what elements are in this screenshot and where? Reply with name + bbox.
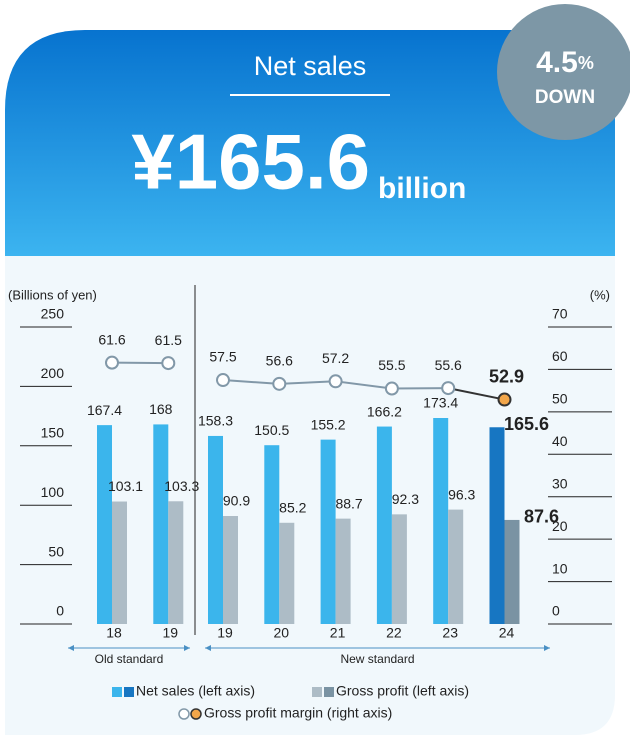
y-tick-label: 100	[41, 484, 65, 500]
legend-label: Gross profit (left axis)	[336, 683, 469, 699]
bar	[335, 518, 351, 624]
y-tick-label: 200	[41, 365, 65, 381]
x-tick-label: 20	[274, 625, 290, 641]
margin-label: 61.6	[98, 331, 125, 347]
y2-tick-label: 30	[552, 475, 568, 491]
x-tick-label: 19	[163, 625, 179, 641]
margin-label: 55.6	[435, 357, 462, 373]
value-label: 87.6	[524, 507, 559, 527]
y-tick-label: 150	[41, 425, 65, 441]
value-label: 167.4	[87, 402, 122, 418]
x-tick-label: 21	[330, 625, 346, 641]
bar	[97, 425, 112, 624]
chart-panel	[5, 256, 615, 735]
bar	[208, 435, 223, 624]
y2-tick-label: 0	[552, 603, 560, 619]
bar	[391, 514, 407, 624]
bar	[448, 509, 464, 624]
headline-unit: billion	[378, 172, 466, 205]
value-label: 150.5	[254, 422, 289, 438]
group-label: Old standard	[95, 652, 164, 666]
value-label: 166.2	[367, 403, 402, 419]
value-label: 85.2	[279, 499, 306, 515]
value-label: 103.1	[108, 478, 143, 494]
value-label: 88.7	[335, 495, 362, 511]
margin-label: 57.5	[209, 349, 236, 365]
margin-line	[448, 387, 505, 401]
legend-swatch	[190, 708, 202, 720]
change-direction: DOWN	[535, 87, 595, 108]
bar	[264, 445, 280, 624]
value-label: 173.4	[423, 395, 458, 411]
y2-axis-label: (%)	[590, 287, 610, 302]
change-unit: %	[578, 53, 594, 73]
legend-swatch	[324, 687, 334, 697]
x-tick-label: 19	[217, 625, 233, 641]
y-tick-label: 250	[41, 306, 65, 322]
change-badge	[497, 4, 630, 140]
value-label: 155.2	[311, 416, 346, 432]
margin-label: 57.2	[322, 350, 349, 366]
y2-tick-label: 50	[552, 391, 568, 407]
legend-swatch	[178, 708, 190, 720]
y2-tick-label: 60	[552, 348, 568, 364]
bar	[433, 418, 449, 624]
y-tick-label: 50	[48, 543, 64, 559]
margin-label: 56.6	[266, 353, 293, 369]
x-tick-label: 18	[106, 625, 122, 641]
bar	[320, 439, 336, 624]
y2-tick-label: 10	[552, 560, 568, 576]
legend-swatch	[312, 687, 322, 697]
bar	[112, 501, 127, 624]
headline-value: ¥165.6	[131, 118, 370, 206]
change-value: 4.5	[536, 46, 578, 79]
margin-point	[272, 376, 287, 391]
margin-point	[105, 355, 119, 370]
value-label: 103.3	[164, 478, 199, 494]
chart-title: Net sales	[254, 51, 367, 81]
margin-label: 55.5	[378, 357, 405, 373]
legend-label: Net sales (left axis)	[136, 683, 255, 699]
margin-point	[161, 356, 176, 371]
margin-point	[441, 381, 456, 396]
x-tick-label: 23	[442, 625, 458, 641]
bar	[223, 516, 238, 624]
value-label: 96.3	[448, 486, 475, 502]
y2-tick-label: 20	[552, 518, 568, 534]
margin-point	[216, 373, 230, 388]
margin-point	[328, 374, 343, 389]
margin-line	[222, 379, 280, 385]
y2-tick-label: 70	[552, 306, 568, 322]
legend-label: Gross profit margin (right axis)	[204, 705, 392, 721]
margin-label: 52.9	[489, 366, 524, 386]
y-axis-label: (Billions of yen)	[8, 287, 97, 302]
bar	[376, 426, 392, 624]
bar	[168, 501, 184, 624]
bar	[279, 522, 295, 624]
legend-swatch	[112, 687, 122, 697]
value-label: 168	[149, 401, 173, 417]
group-label: New standard	[340, 652, 414, 666]
legend-swatch	[124, 687, 134, 697]
value-label: 92.3	[392, 491, 419, 507]
margin-line	[279, 380, 336, 385]
value-label: 165.6	[504, 414, 549, 434]
y-tick-label: 0	[56, 603, 64, 619]
value-label: 90.9	[223, 493, 250, 509]
y2-tick-label: 40	[552, 433, 568, 449]
margin-point	[497, 392, 512, 407]
change-text: 4.5%	[536, 46, 594, 79]
bar	[504, 519, 520, 624]
x-tick-label: 22	[386, 625, 402, 641]
value-label: 158.3	[198, 413, 233, 429]
margin-label: 61.5	[155, 332, 182, 348]
bar	[489, 427, 505, 624]
x-tick-label: 24	[499, 625, 515, 641]
margin-point	[384, 381, 399, 396]
margin-line	[335, 380, 393, 390]
bar	[153, 424, 169, 624]
